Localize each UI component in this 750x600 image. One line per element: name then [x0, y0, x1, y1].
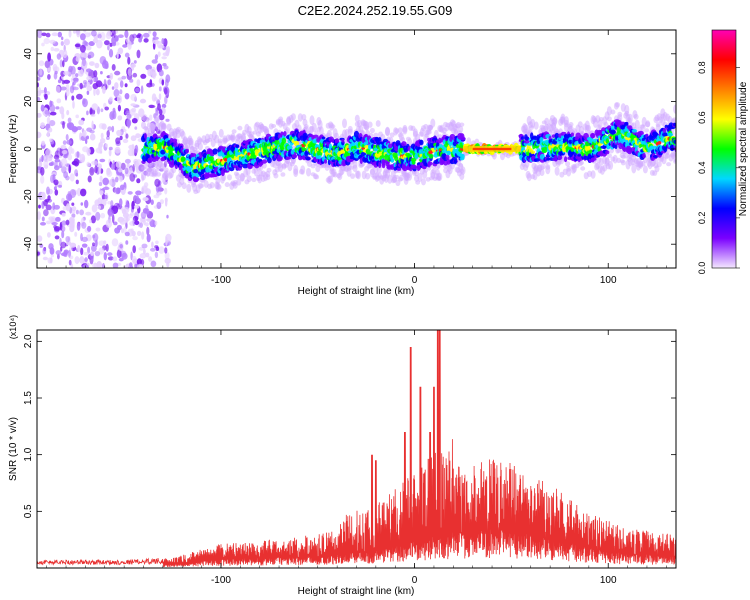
x-tick-label: -100 [211, 275, 231, 286]
y-tick-label: -40 [23, 237, 34, 252]
colorbar-ramp [711, 29, 737, 269]
snr-x-axis: -100 0 100 [46, 330, 667, 586]
snr-y-axis: 0.5 1.0 1.5 2.0 [23, 334, 676, 518]
colorbar-tick-label: 0.4 [697, 162, 707, 175]
x-tick-label: 100 [600, 275, 617, 286]
colorbar-tick-label: 0.0 [697, 262, 707, 275]
figure-title: C2E2.2024.252.19.55.G09 [298, 3, 453, 18]
spectrogram-ridge [140, 102, 676, 195]
colorbar: 0.0 0.2 0.4 0.6 0.8 Normalized spectral ampl… [697, 29, 749, 274]
y-tick-label: 1.5 [23, 391, 34, 405]
x-tick-label: 0 [412, 575, 418, 586]
y-tick-label: 20 [23, 95, 34, 107]
snr-panel: -100 0 100 0.5 1.0 1.5 2.0 Height of straight… [8, 315, 677, 597]
snr-series-line [37, 330, 676, 568]
snr-y-scale-label: (x10⁴) [8, 315, 18, 339]
x-tick-label: 0 [412, 275, 418, 286]
x-tick-label: 100 [600, 575, 617, 586]
colorbar-ticks: 0.0 0.2 0.4 0.6 0.8 [697, 61, 740, 274]
spectrogram-y-axis: -40 -20 0 20 40 [23, 48, 676, 252]
y-tick-label: 0 [23, 146, 34, 152]
colorbar-tick-label: 0.6 [697, 111, 707, 124]
spectrogram-x-label: Height of straight line (km) [298, 286, 415, 297]
y-tick-label: -20 [23, 189, 34, 204]
colorbar-label: Normalized spectral amplitude [738, 81, 749, 216]
y-tick-label: 40 [23, 48, 34, 60]
spectrogram-panel: -100 0 100 -40 -20 0 20 40 Height of straight … [8, 29, 677, 297]
y-tick-label: 1.0 [23, 447, 34, 461]
y-tick-label: 0.5 [23, 504, 34, 518]
y-tick-label: 2.0 [23, 334, 34, 348]
spectrogram-x-axis: -100 0 100 [46, 30, 667, 286]
colorbar-tick-label: 0.8 [697, 61, 707, 74]
colorbar-tick-label: 0.2 [697, 212, 707, 225]
spectrogram-y-label: Frequency (Hz) [8, 115, 19, 184]
snr-x-label: Height of straight line (km) [298, 586, 415, 597]
snr-y-label: SNR (10 * v/v) [8, 417, 19, 481]
x-tick-label: -100 [211, 575, 231, 586]
